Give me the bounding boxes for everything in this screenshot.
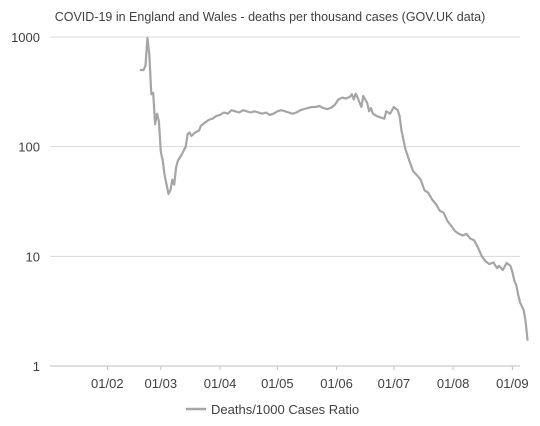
legend: Deaths/1000 Cases Ratio: [186, 402, 359, 417]
y-tick-label: 1000: [11, 30, 40, 45]
legend-label: Deaths/1000 Cases Ratio: [211, 402, 359, 417]
x-tick-label: 01/04: [204, 376, 237, 391]
axes: 1 10 100 1000 01/02 01/03 01/04 01/05 01/06 01/07…: [11, 30, 529, 391]
y-tick-label: 10: [26, 249, 40, 264]
y-tick-label: 1: [33, 359, 40, 374]
x-tick-label: 01/08: [437, 376, 470, 391]
chart-title: COVID-19 in England and Wales - deaths p…: [55, 10, 486, 24]
x-tick-label: 01/06: [320, 376, 353, 391]
gridlines: [50, 36, 520, 257]
x-tick-label: 01/07: [378, 376, 411, 391]
series-layer: [139, 36, 529, 341]
x-tick-label: 01/05: [261, 376, 294, 391]
y-tick-label: 100: [18, 140, 40, 155]
x-tick-label: 01/09: [496, 376, 529, 391]
series-line: [139, 36, 529, 341]
x-tick-label: 01/02: [91, 376, 124, 391]
x-tick-label: 01/03: [145, 376, 178, 391]
